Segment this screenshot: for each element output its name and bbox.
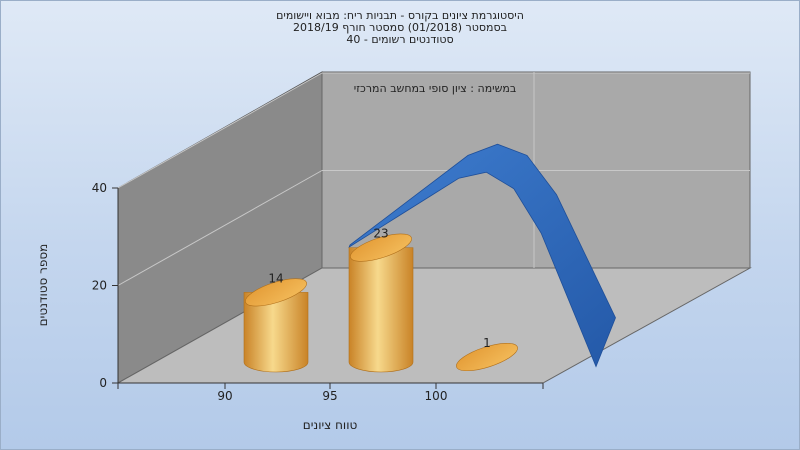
chart-title: היסטוגרמת ציונים בקורס - תבניות ריח: מבו…	[0, 10, 800, 46]
gridline-left-1	[117, 170, 323, 286]
bar-cap-0	[245, 278, 307, 307]
x-tick-label-2: 100	[425, 389, 448, 403]
y-tick-label-0: 0	[99, 376, 107, 390]
bar-1	[348, 233, 414, 373]
y-axis-label: מספר סטודנטים	[36, 243, 50, 327]
bar-value-label-1: 23	[373, 227, 388, 241]
bar-body-0	[243, 292, 309, 373]
gridline-left-2	[117, 72, 323, 189]
bar-cap-2	[456, 343, 518, 372]
bar-value-label-2: 1	[483, 336, 491, 350]
x-axis-label: טווח ציונים	[302, 418, 358, 432]
bar-body-1	[348, 247, 414, 373]
x-tick-label-1: 95	[322, 389, 337, 403]
chart-title-line-2: בסמסטר (01/2018) סמסטר חורף 2018/19	[293, 21, 507, 34]
bar-cap-1	[350, 233, 412, 262]
bar-value-label-0: 14	[268, 271, 283, 285]
y-tick-label-1: 20	[92, 279, 107, 293]
chart-annotation: במשימה : ציון סופי במחשב המרכזי	[353, 82, 517, 95]
chart-title-line-1: היסטוגרמת ציונים בקורס - תבניות ריח: מבו…	[276, 9, 524, 22]
y-tick-label-2: 40	[92, 181, 107, 195]
bar-2	[456, 343, 518, 372]
bar-0	[243, 278, 309, 373]
trend-ribbon	[348, 143, 616, 368]
x-tick-label-0: 90	[217, 389, 232, 403]
chart-title-line-3: סטודנטים רשומים - 40	[346, 33, 454, 46]
